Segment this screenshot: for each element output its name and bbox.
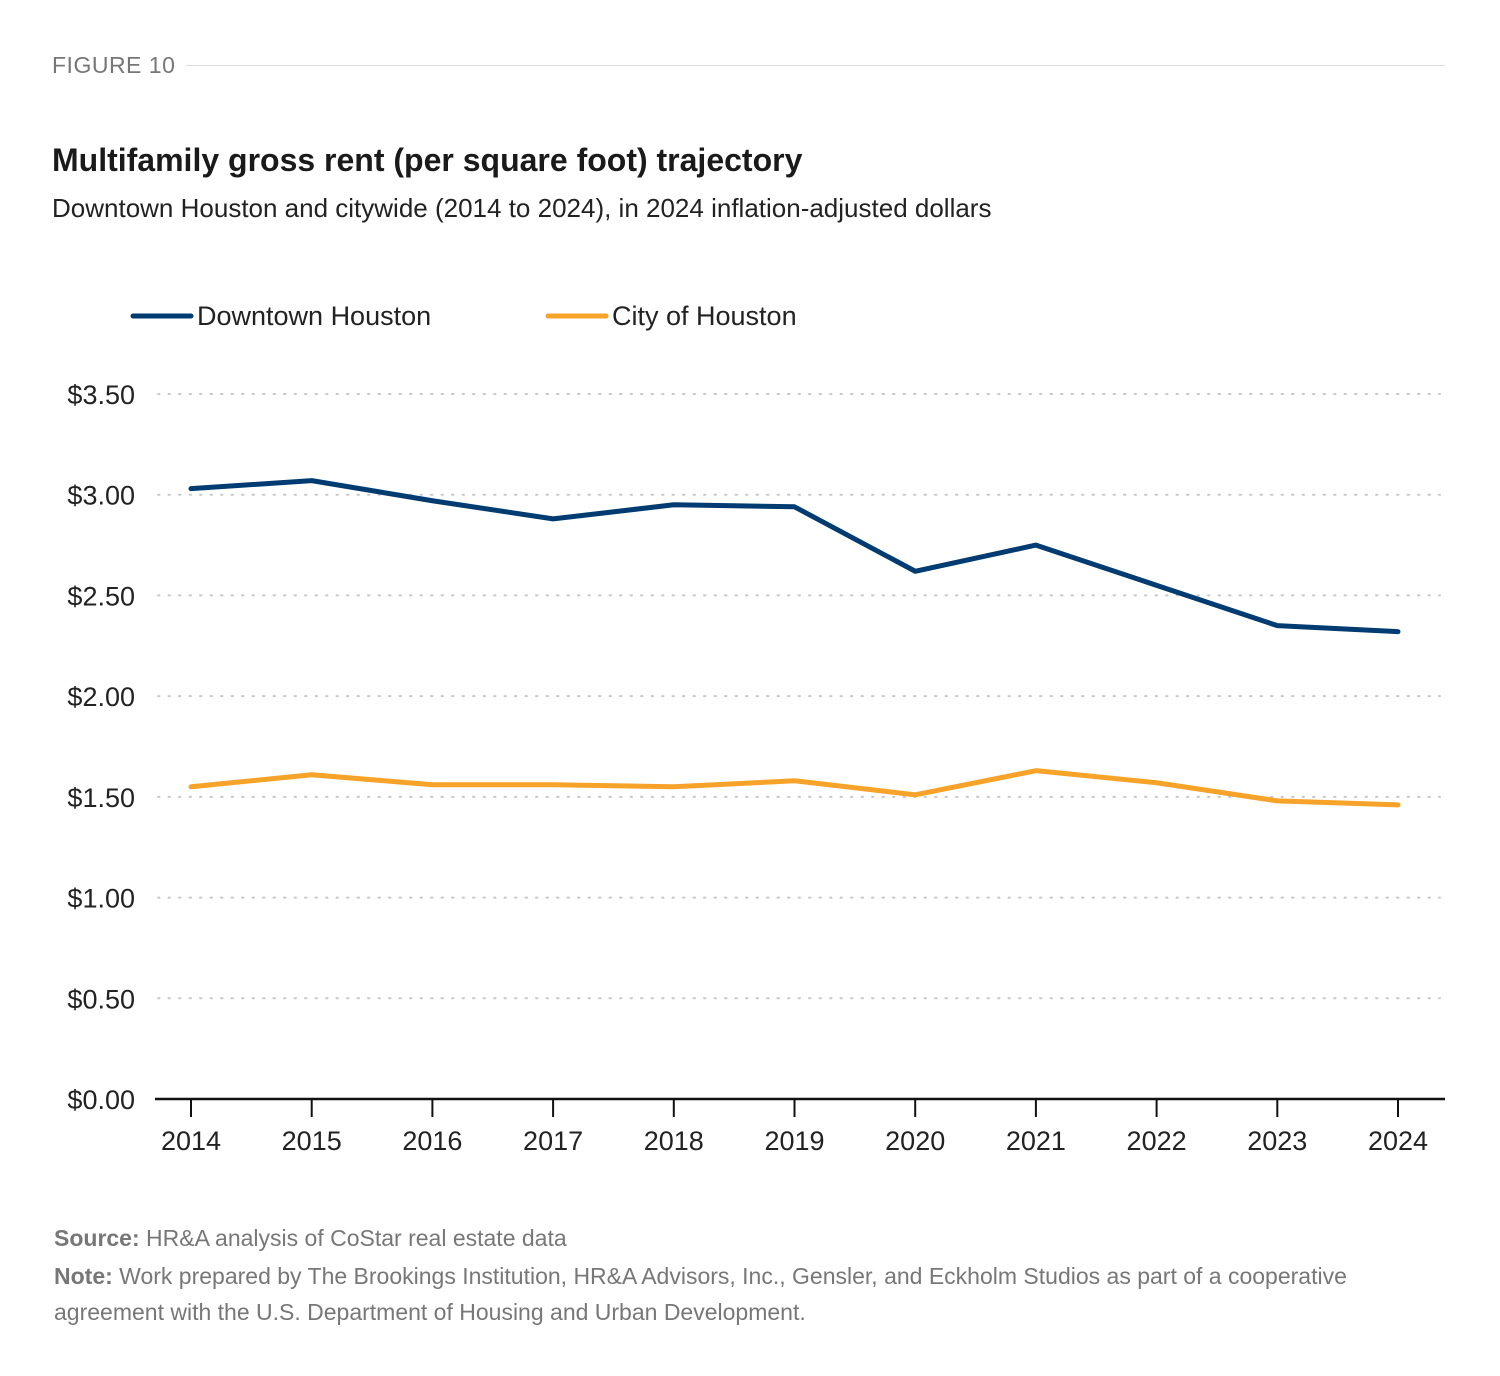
x-tick-label: 2015	[282, 1126, 342, 1156]
chart-subtitle: Downtown Houston and citywide (2014 to 2…	[52, 193, 992, 223]
y-tick-label: $3.50	[67, 380, 135, 410]
note-text: Work prepared by The Brookings Instituti…	[54, 1263, 1347, 1325]
y-tick-label: $2.50	[67, 581, 135, 611]
series-line-downtown-houston	[188, 478, 1401, 635]
x-tick-label: 2018	[644, 1126, 704, 1156]
y-tick-label: $2.00	[67, 682, 135, 712]
source-line: Source: HR&A analysis of CoStar real est…	[54, 1220, 1454, 1256]
x-tick-label: 2021	[1006, 1126, 1066, 1156]
x-tick-label: 2016	[402, 1126, 462, 1156]
y-tick-label: $0.00	[67, 1085, 135, 1115]
figure-divider	[186, 65, 1445, 66]
legend-label: City of Houston	[612, 301, 797, 331]
x-tick-label: 2019	[764, 1126, 824, 1156]
x-tick-label: 2023	[1247, 1126, 1307, 1156]
y-tick-label: $3.00	[67, 481, 135, 511]
x-tick-label: 2020	[885, 1126, 945, 1156]
series-line-city-of-houston	[188, 768, 1401, 808]
x-tick-label: 2017	[523, 1126, 583, 1156]
x-tick-label: 2024	[1368, 1126, 1428, 1156]
figure-label: FIGURE 10	[52, 52, 176, 78]
x-tick-label: 2014	[161, 1126, 221, 1156]
note-label: Note:	[54, 1263, 113, 1289]
y-tick-label: $0.50	[67, 984, 135, 1014]
x-tick-label: 2022	[1127, 1126, 1187, 1156]
note-line: Note: Work prepared by The Brookings Ins…	[54, 1258, 1454, 1330]
chart-title: Multifamily gross rent (per square foot)…	[52, 142, 803, 178]
y-tick-label: $1.50	[67, 783, 135, 813]
source-label: Source:	[54, 1225, 140, 1251]
y-tick-label: $1.00	[67, 884, 135, 914]
legend-label: Downtown Houston	[197, 301, 431, 331]
source-text: HR&A analysis of CoStar real estate data	[146, 1225, 567, 1251]
